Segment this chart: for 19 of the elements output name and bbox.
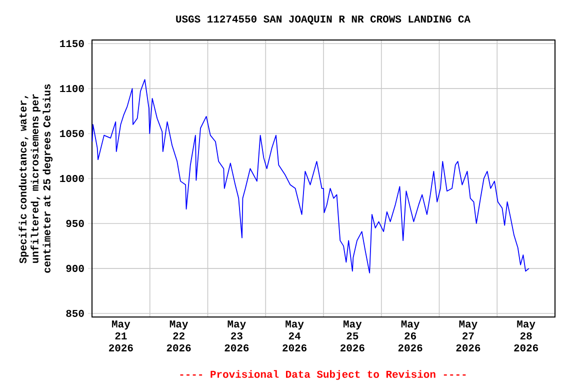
y-tick-label: 850 xyxy=(66,310,84,317)
x-tick-label: May 21 2026 xyxy=(109,320,133,352)
y-tick-label: 900 xyxy=(66,264,84,272)
y-tick-label: 1050 xyxy=(60,130,84,138)
x-tick-label: May 24 2026 xyxy=(282,320,307,352)
x-tick-label: May 23 2026 xyxy=(224,320,249,352)
y-axis-title: Specific conductance, water, unfiltered, microsiemens per centimeter at 25 degrees Celsius xyxy=(18,84,53,273)
line-series xyxy=(92,79,530,274)
x-tick-label: May 25 2026 xyxy=(340,320,364,352)
x-tick-label: May 22 2026 xyxy=(166,320,191,352)
chart-title: USGS 11274550 SAN JOAQUIN R NR CROWS LANDING CA xyxy=(176,15,470,25)
y-tick-label: 1150 xyxy=(60,40,84,48)
x-tick-label: May 27 2026 xyxy=(456,320,480,352)
y-tick-label: 950 xyxy=(66,220,84,228)
x-tick-label: May 26 2026 xyxy=(398,320,422,352)
x-tick-label: May 28 2026 xyxy=(514,320,538,352)
y-tick-label: 1100 xyxy=(60,85,84,92)
text: ---- Provisional Data Subject to Revision ---- xyxy=(180,370,466,380)
y-tick-label: 1000 xyxy=(60,174,84,182)
